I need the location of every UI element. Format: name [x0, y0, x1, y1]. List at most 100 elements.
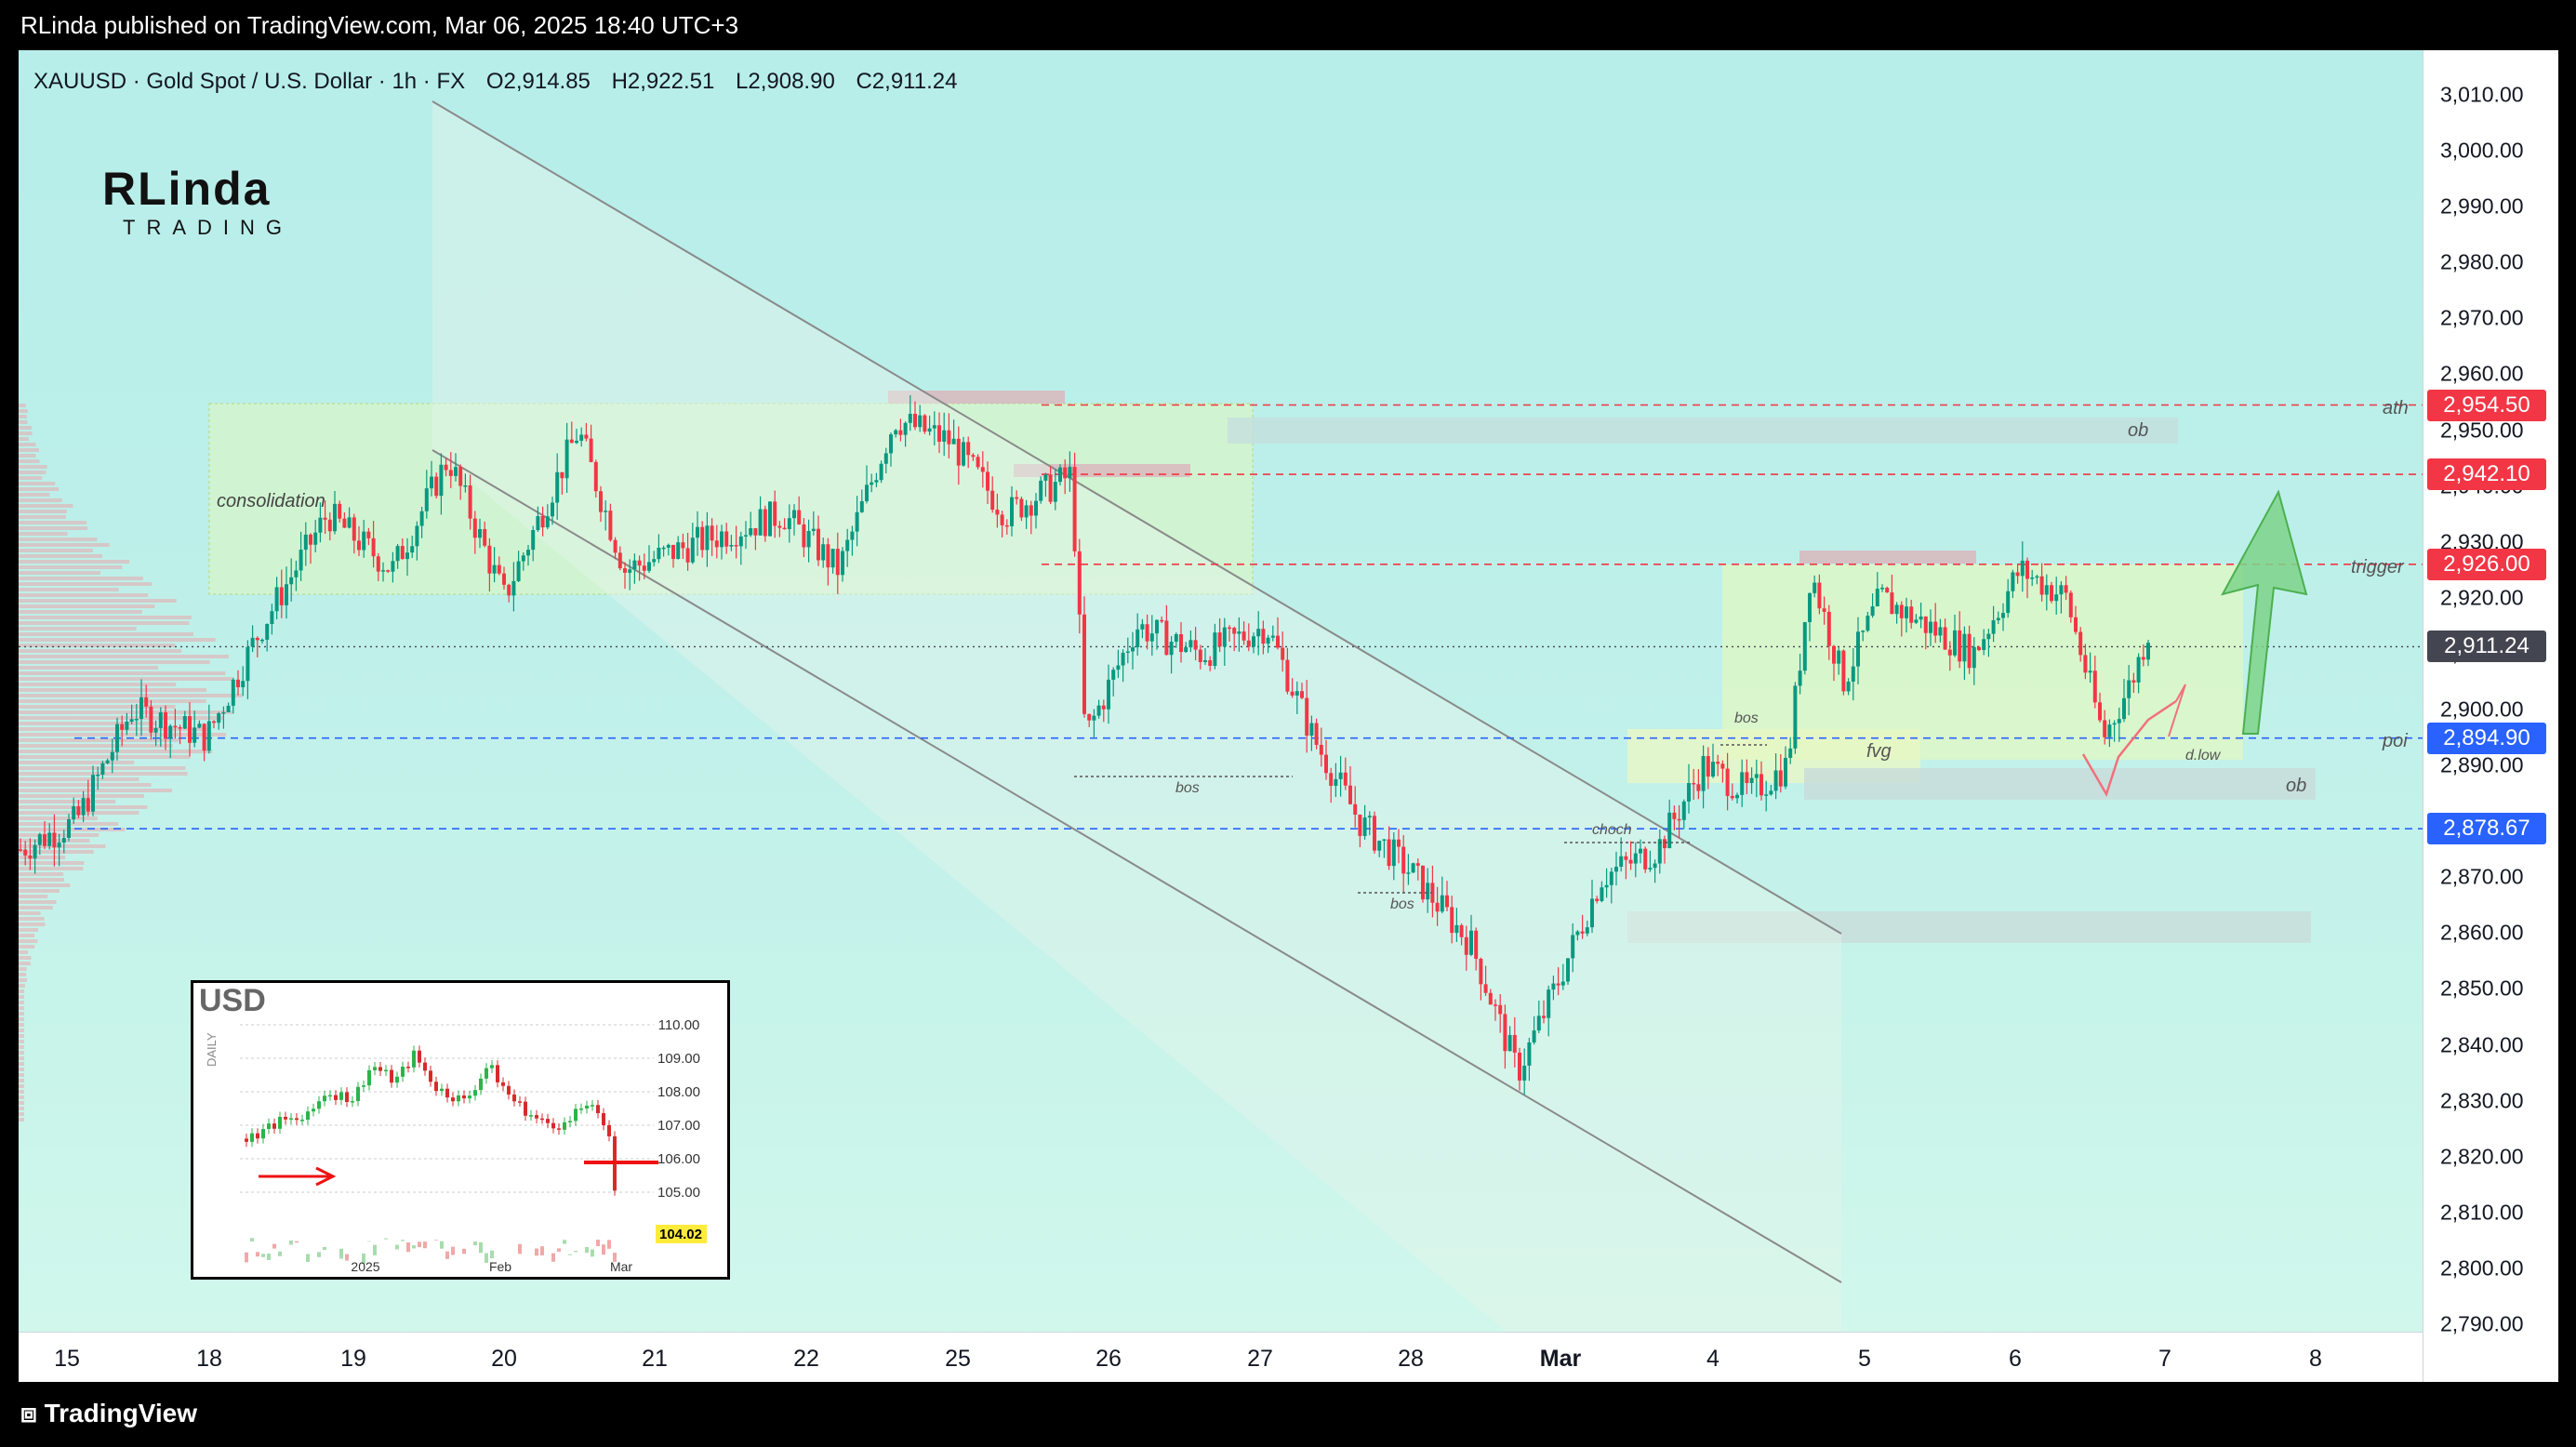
- candle: [613, 537, 617, 560]
- candle: [724, 523, 729, 554]
- candle: [962, 436, 965, 467]
- volume-profile-bar: [19, 989, 24, 993]
- inset-volume-bar: [278, 1251, 282, 1256]
- candle: [898, 418, 903, 442]
- volume-profile-bar: [19, 621, 190, 625]
- candle: [1140, 618, 1145, 639]
- candle: [1600, 881, 1604, 903]
- volume-profile-bar: [19, 911, 41, 915]
- chart-area[interactable]: XAUUSD · Gold Spot / U.S. Dollar · 1h · …: [19, 50, 2423, 1382]
- inset-candle: [306, 1106, 310, 1125]
- candle: [193, 710, 197, 748]
- candle: [1861, 630, 1866, 642]
- volume-profile-bar: [19, 783, 152, 787]
- candle: [1507, 1026, 1512, 1052]
- candle: [448, 452, 453, 488]
- tradingview-brand[interactable]: ⧈ TradingView: [20, 1399, 197, 1429]
- candle: [285, 566, 288, 619]
- inset-volume-bar: [613, 1253, 617, 1262]
- price-axis[interactable]: 3,010.00 3,000.00 2,990.00 2,980.00 2,970.00…: [2423, 50, 2558, 1382]
- inset-candle: [362, 1080, 365, 1093]
- candle: [1571, 923, 1575, 973]
- candle: [2131, 672, 2136, 694]
- candle: [937, 412, 941, 454]
- volume-profile-bar: [19, 504, 73, 508]
- inset-candle: [351, 1095, 354, 1108]
- ann-consolidation: consolidation: [217, 491, 325, 511]
- candle: [927, 415, 932, 436]
- ob-zone-mid: [1804, 768, 2316, 800]
- volume-profile-bar: [19, 515, 66, 519]
- price-tick: 3,010.00: [2440, 82, 2524, 107]
- inset-candle: [546, 1113, 550, 1129]
- candle: [497, 556, 501, 576]
- inset-candle: [245, 1134, 248, 1148]
- candle: [1179, 621, 1183, 663]
- candle: [1735, 792, 1739, 803]
- inset-candle: [596, 1099, 600, 1119]
- candle: [1846, 678, 1851, 696]
- volume-profile-bar: [19, 437, 29, 441]
- candle: [1672, 805, 1677, 830]
- bullish-arrow: [2221, 489, 2308, 735]
- candle: [753, 527, 758, 551]
- candle: [696, 511, 699, 556]
- inset-volume-bar: [418, 1241, 421, 1248]
- candle: [1149, 615, 1154, 657]
- volume-profile-bar: [19, 426, 32, 430]
- volume-profile-bar: [19, 627, 137, 631]
- volume-profile-bar: [19, 1118, 24, 1122]
- candle: [1870, 593, 1875, 618]
- candle: [129, 704, 134, 724]
- volume-profile-bar: [19, 521, 87, 524]
- candle: [951, 419, 956, 445]
- volume-profile-bar: [19, 710, 233, 714]
- candle: [1667, 799, 1672, 849]
- candle: [1406, 854, 1411, 885]
- candle: [1590, 880, 1594, 934]
- candle: [1426, 868, 1430, 913]
- inset-candle: [345, 1087, 349, 1108]
- inset-svg: 110.00 109.00 108.00 107.00 106.00 105.00 104.…: [240, 1017, 707, 1274]
- candle: [439, 453, 444, 515]
- volume-profile-bar: [19, 1079, 24, 1082]
- candle: [1435, 886, 1440, 926]
- candle: [632, 553, 637, 584]
- inset-volume-bar: [323, 1246, 326, 1250]
- inset-candle: [591, 1099, 594, 1111]
- volume-profile-bar: [19, 906, 53, 909]
- candle: [33, 839, 37, 874]
- time-label: 20: [491, 1346, 517, 1372]
- candle: [1880, 584, 1884, 592]
- volume-profile-bar: [19, 482, 56, 485]
- candle: [744, 521, 748, 550]
- candle: [2011, 569, 2015, 599]
- candle: [536, 506, 540, 532]
- candle: [1764, 780, 1769, 812]
- candle: [1208, 656, 1213, 671]
- chart-svg[interactable]: [19, 50, 2423, 1332]
- volume-profile-bar: [19, 761, 135, 764]
- candle: [1498, 994, 1503, 1033]
- candle: [1503, 1004, 1507, 1069]
- ann-bos-1: bos: [1175, 780, 1200, 796]
- candle: [870, 473, 874, 493]
- inset-volume-bar: [557, 1248, 561, 1252]
- candle: [478, 518, 482, 549]
- candle: [787, 504, 791, 543]
- volume-profile-bar: [19, 923, 46, 926]
- inset-candle: [485, 1063, 488, 1084]
- candle: [1788, 737, 1793, 764]
- inset-x-label: Mar: [610, 1259, 632, 1274]
- time-axis[interactable]: 15 18 19 20 21 22 25 26 27 28 Mar 4 5 6 7 8: [19, 1332, 2423, 1383]
- candle: [1029, 500, 1033, 535]
- candle: [1319, 727, 1323, 767]
- volume-profile-bar: [19, 928, 38, 932]
- time-label: 4: [1706, 1346, 1720, 1372]
- volume-profile-bar: [19, 1107, 24, 1110]
- candle: [1015, 490, 1019, 505]
- ath-wick-box: [888, 391, 1065, 404]
- inset-candle: [317, 1095, 321, 1114]
- candle: [241, 666, 246, 697]
- candle: [1982, 629, 1986, 656]
